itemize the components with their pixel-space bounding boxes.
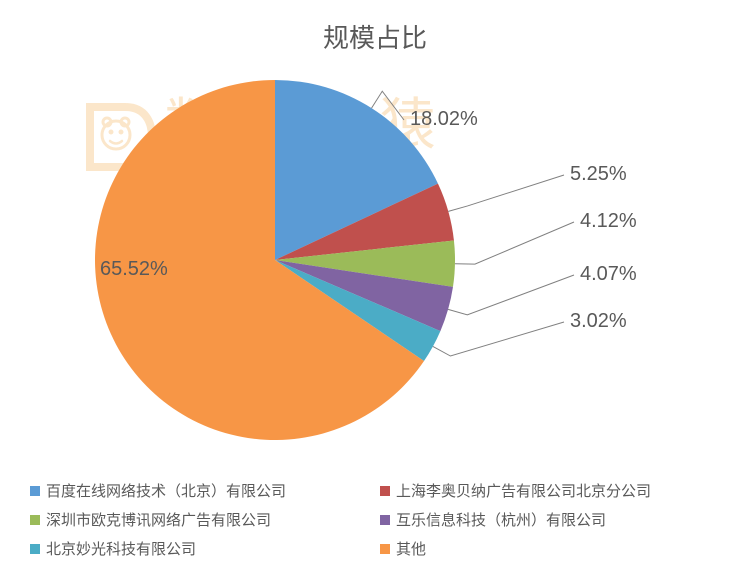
legend-item: 其他 [380,538,730,559]
legend-swatch [380,486,390,496]
pie-chart [0,0,750,470]
legend-item: 互乐信息科技（杭州）有限公司 [380,509,730,530]
legend-item: 上海李奥贝纳广告有限公司北京分公司 [380,480,730,501]
slice-label: 65.52% [100,258,168,281]
legend-label: 深圳市欧克博讯网络广告有限公司 [46,509,271,530]
slice-label: 4.12% [580,210,637,233]
legend-swatch [380,515,390,525]
legend-item: 百度在线网络技术（北京）有限公司 [30,480,380,501]
legend-label: 其他 [396,538,426,559]
legend-label: 百度在线网络技术（北京）有限公司 [46,480,286,501]
legend-swatch [30,515,40,525]
legend: 百度在线网络技术（北京）有限公司 上海李奥贝纳广告有限公司北京分公司深圳市欧克博讯… [30,480,730,562]
slice-label: 18.02% [410,108,478,131]
legend-label: 上海李奥贝纳广告有限公司北京分公司 [396,480,651,501]
slice-label: 3.02% [570,310,627,333]
legend-label: 北京妙光科技有限公司 [46,538,196,559]
legend-item: 北京妙光科技有限公司 [30,538,380,559]
slice-label: 4.07% [580,263,637,286]
legend-swatch [30,544,40,554]
slice-label: 5.25% [570,163,627,186]
legend-item: 深圳市欧克博讯网络广告有限公司 [30,509,380,530]
legend-swatch [380,544,390,554]
legend-swatch [30,486,40,496]
legend-label: 互乐信息科技（杭州）有限公司 [396,509,606,530]
